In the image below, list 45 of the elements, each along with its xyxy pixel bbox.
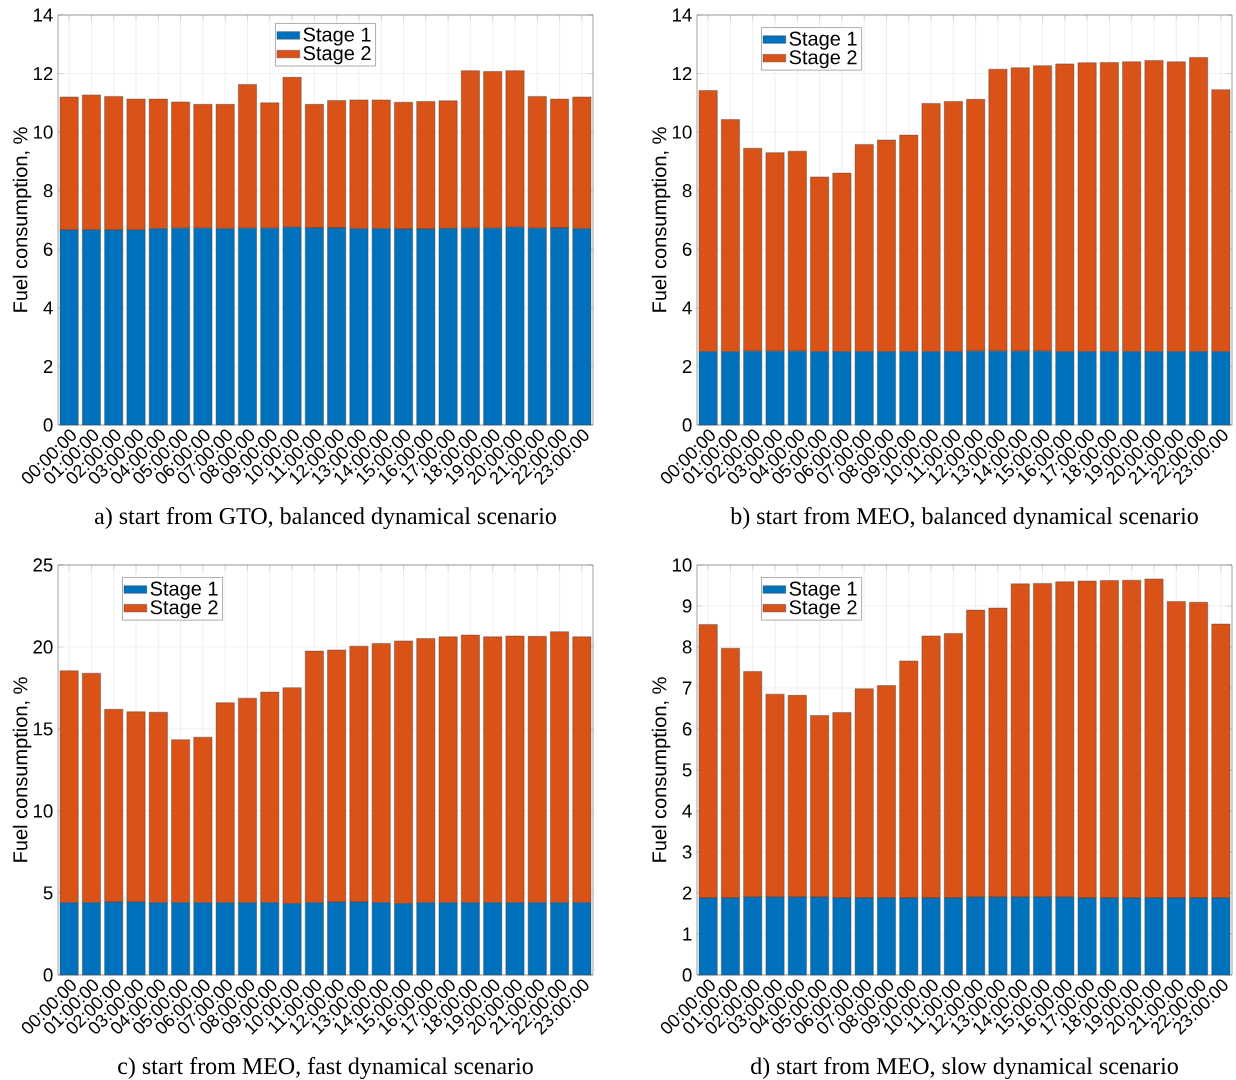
y-tick-label: 5 xyxy=(682,763,692,777)
y-tick-label: 6 xyxy=(682,722,692,736)
y-axis-title: Fuel consumption, % xyxy=(651,127,671,312)
y-tick-label: 14 xyxy=(33,8,53,22)
y-tick-label: 12 xyxy=(33,67,53,81)
legend-label: Stage 2 xyxy=(789,600,857,619)
y-tick-label: 6 xyxy=(682,242,692,256)
y-tick-label: 10 xyxy=(672,558,692,572)
y-tick-label: 8 xyxy=(43,184,53,198)
y-tick-label: 2 xyxy=(682,359,692,373)
y-tick-label: 25 xyxy=(33,558,53,572)
legend-label: Stage 2 xyxy=(789,50,857,69)
y-tick-label: 15 xyxy=(33,722,53,736)
text: d) start from MEO, slow dynamical scenario xyxy=(751,1057,1178,1080)
y-tick-label: 7 xyxy=(682,681,692,695)
y-tick-label: 6 xyxy=(43,242,53,256)
y-tick-label: 10 xyxy=(33,804,53,818)
y-axis-title: Fuel consumption, % xyxy=(12,127,32,312)
legend-label: Stage 2 xyxy=(303,46,371,65)
legend-label: Stage 2 xyxy=(150,600,218,619)
y-axis-title: Fuel consumption, % xyxy=(12,677,32,862)
y-tick-label: 8 xyxy=(682,640,692,654)
y-tick-label: 14 xyxy=(672,8,692,22)
text: b) start from MEO, balanced dynamical scenario xyxy=(730,507,1198,530)
y-tick-label: 20 xyxy=(33,640,53,654)
y-axis-title: Fuel consumption, % xyxy=(651,677,671,862)
y-tick-label: 9 xyxy=(682,599,692,613)
y-tick-label: 12 xyxy=(672,67,692,81)
text: a) start from GTO, balanced dynamical scenario xyxy=(94,507,556,530)
text: c) start from MEO, fast dynamical scenario xyxy=(118,1057,533,1080)
y-tick-label: 1 xyxy=(683,927,692,941)
legend-label: Stage 1 xyxy=(789,581,857,600)
legend-label: Stage 1 xyxy=(789,31,857,50)
y-tick-label: 5 xyxy=(43,886,53,900)
y-tick-label: 4 xyxy=(682,804,692,818)
y-tick-label: 8 xyxy=(682,184,692,198)
y-tick-label: 4 xyxy=(682,301,692,315)
y-tick-label: 2 xyxy=(682,886,692,900)
y-tick-label: 2 xyxy=(43,359,53,373)
y-tick-label: 4 xyxy=(43,301,53,315)
legend-label: Stage 1 xyxy=(150,581,218,600)
y-tick-label: 10 xyxy=(672,125,692,139)
y-tick-label: 3 xyxy=(682,845,692,859)
y-tick-label: 10 xyxy=(33,125,53,139)
legend-label: Stage 1 xyxy=(303,27,371,46)
